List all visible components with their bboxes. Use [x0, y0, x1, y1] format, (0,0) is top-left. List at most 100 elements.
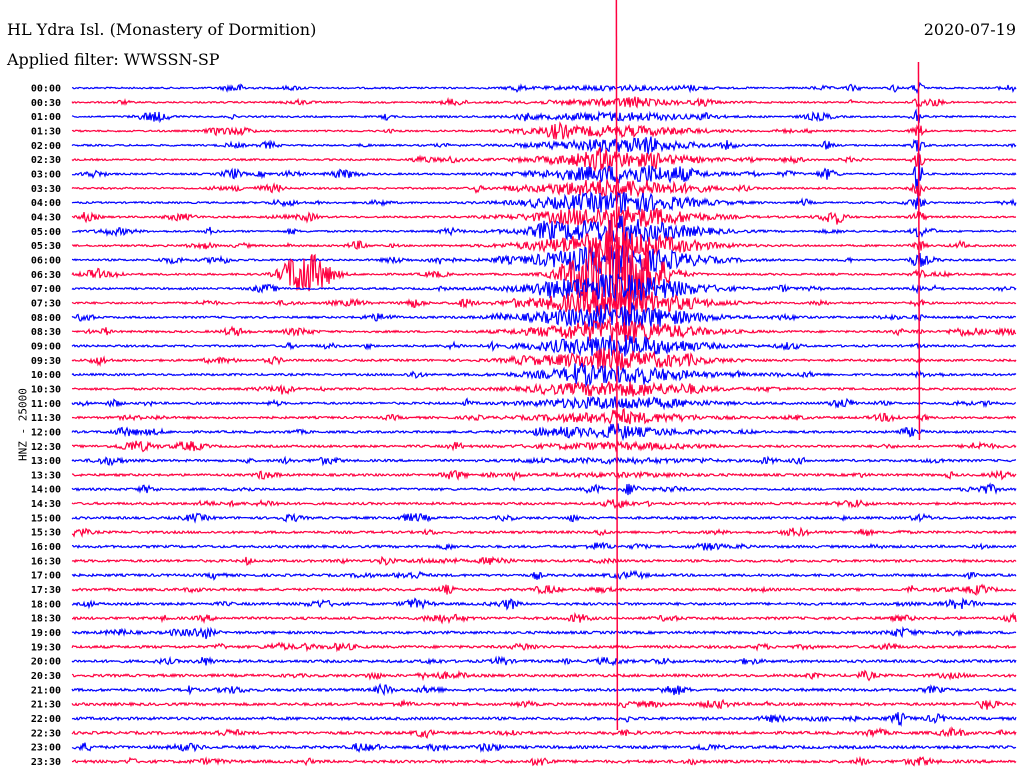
row-label: 00:00 — [31, 84, 61, 95]
trace-0130 — [71, 121, 1017, 140]
trace-0000 — [71, 81, 1017, 95]
trace-0100 — [71, 108, 1017, 124]
row-label: 07:30 — [31, 298, 61, 309]
trace-0400 — [71, 191, 1017, 213]
trace-0230 — [71, 147, 1017, 173]
trace-2200 — [71, 712, 1017, 727]
row-label: 05:30 — [31, 241, 61, 252]
row-label: 23:00 — [31, 743, 61, 754]
trace-1530 — [71, 526, 1017, 538]
row-label: 08:00 — [31, 313, 61, 324]
trace-0630 — [71, 212, 1017, 332]
trace-1330 — [71, 469, 1017, 482]
row-label: 06:00 — [31, 255, 61, 266]
row-label: 03:00 — [31, 169, 61, 180]
trace-0900 — [71, 335, 1017, 357]
trace-0500 — [71, 215, 1017, 245]
trace-1930 — [71, 641, 1017, 653]
trace-0830 — [71, 318, 1017, 344]
row-label: 04:30 — [31, 212, 61, 223]
row-label: 02:30 — [31, 155, 61, 166]
trace-1830 — [71, 611, 1017, 625]
trace-1900 — [71, 626, 1017, 640]
trace-1030 — [71, 380, 1016, 397]
trace-2300 — [71, 742, 1017, 753]
row-label: 03:30 — [31, 184, 61, 195]
trace-1430 — [71, 498, 1017, 510]
row-label: 19:00 — [31, 628, 61, 639]
trace-0330 — [71, 178, 1017, 199]
trace-1700 — [71, 569, 1017, 581]
row-label: 15:30 — [31, 528, 61, 539]
trace-2030 — [71, 669, 1017, 682]
row-label: 21:30 — [31, 700, 61, 711]
row-label: 17:00 — [31, 571, 61, 582]
trace-0800 — [71, 302, 1017, 331]
row-label: 11:30 — [31, 413, 61, 424]
row-label: 16:30 — [31, 556, 61, 567]
trace-2230 — [71, 726, 1017, 740]
row-label: 17:30 — [31, 585, 61, 596]
row-label: 06:30 — [31, 270, 61, 281]
trace-0930 — [71, 347, 1017, 371]
trace-1730 — [71, 583, 1017, 596]
station-title: HL Ydra Isl. (Monastery of Dormition) — [7, 20, 317, 39]
trace-1100 — [71, 396, 1017, 411]
row-label: 19:30 — [31, 642, 61, 653]
filter-label: Applied filter: WWSSN-SP — [7, 50, 220, 69]
trace-1000 — [71, 362, 1017, 388]
row-label: 21:00 — [31, 685, 61, 696]
row-label: 12:30 — [31, 442, 61, 453]
trace-1800 — [71, 597, 1017, 611]
trace-0730 — [71, 289, 1017, 316]
row-label: 04:00 — [31, 198, 61, 209]
trace-0300 — [71, 152, 1017, 201]
trace-0700 — [71, 273, 1017, 303]
row-label: 10:00 — [31, 370, 61, 381]
row-label: 09:30 — [31, 356, 61, 367]
row-label: 12:00 — [31, 427, 61, 438]
row-label: 22:30 — [31, 728, 61, 739]
trace-2000 — [71, 655, 1017, 667]
row-label: 22:00 — [31, 714, 61, 725]
row-label: 13:30 — [31, 470, 61, 481]
trace-1130 — [71, 407, 1017, 425]
trace-0200 — [71, 136, 1017, 155]
row-label: 16:00 — [31, 542, 61, 553]
row-label: 18:30 — [31, 614, 61, 625]
row-label: 20:30 — [31, 671, 61, 682]
row-label: 15:00 — [31, 513, 61, 524]
row-label: 13:00 — [31, 456, 61, 467]
row-label: 10:30 — [31, 384, 61, 395]
row-label: 01:30 — [31, 126, 61, 137]
row-label: 11:00 — [31, 399, 61, 410]
trace-1300 — [71, 455, 1016, 467]
row-label: 14:30 — [31, 499, 61, 510]
trace-1500 — [71, 512, 1017, 524]
row-label: 18:00 — [31, 599, 61, 610]
trace-2130 — [71, 698, 1017, 710]
row-label: 23:30 — [31, 757, 61, 768]
event-spike — [917, 61, 921, 441]
event-spike — [615, 0, 619, 731]
trace-0600 — [71, 245, 1016, 275]
row-label: 08:30 — [31, 327, 61, 338]
row-label: 09:00 — [31, 341, 61, 352]
row-label: 01:00 — [31, 112, 61, 123]
date-label: 2020-07-19 — [923, 20, 1016, 39]
trace-1600 — [71, 541, 1017, 552]
trace-1200 — [71, 423, 1017, 442]
row-label: 05:00 — [31, 227, 61, 238]
trace-1400 — [71, 482, 1017, 496]
trace-1230 — [72, 440, 1017, 453]
row-label: 20:00 — [31, 657, 61, 668]
trace-0530 — [71, 230, 1017, 260]
row-label: 14:00 — [31, 485, 61, 496]
trace-1630 — [71, 555, 1017, 566]
trace-2330 — [71, 755, 1017, 767]
row-label: 00:30 — [31, 98, 61, 109]
trace-2100 — [71, 682, 1017, 697]
row-label: 02:00 — [31, 141, 61, 152]
trace-0430 — [71, 206, 1017, 229]
trace-0030 — [71, 96, 1017, 109]
